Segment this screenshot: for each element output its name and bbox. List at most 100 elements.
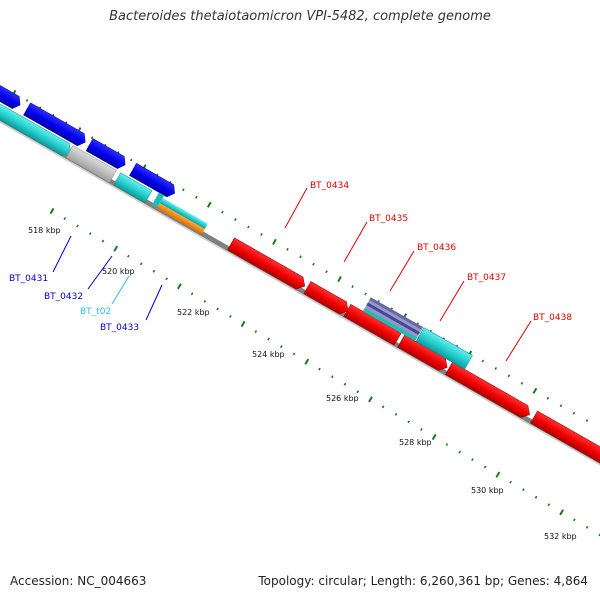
gene-feature[interactable]	[65, 145, 117, 183]
feature-track	[0, 78, 600, 468]
gene-label-bt0438[interactable]: BT_0438	[533, 313, 572, 323]
minor-tick	[260, 233, 263, 236]
minor-tick	[331, 375, 334, 379]
minor-tick	[195, 195, 198, 199]
tick-label: 522 kbp	[177, 308, 210, 317]
tick-labels: 518 kbp 520 kbp 522 kbp 524 kbp 526 kbp …	[28, 226, 577, 541]
minor-tick	[471, 458, 474, 461]
minor-tick	[88, 232, 92, 236]
minor-tick	[520, 381, 524, 385]
minor-tick	[229, 314, 232, 318]
gene-label-bt0431[interactable]: BT_0431	[9, 274, 48, 284]
gene-feature[interactable]	[113, 172, 153, 204]
minor-tick	[216, 307, 219, 311]
tick-label: 528 kbp	[399, 438, 432, 447]
major-tick	[304, 358, 310, 365]
minor-tick	[165, 277, 168, 281]
major-tick	[559, 509, 564, 516]
minor-tick	[445, 443, 449, 446]
major-tick	[113, 245, 119, 252]
minor-tick	[381, 405, 385, 409]
major-tick	[272, 238, 277, 245]
minor-tick	[190, 292, 194, 296]
gene-feature[interactable]	[0, 92, 74, 158]
minor-tick	[76, 224, 79, 228]
major-tick	[337, 276, 342, 283]
minor-tick	[559, 404, 563, 408]
minor-tick	[343, 382, 347, 386]
minor-tick	[254, 330, 258, 333]
gene-feature[interactable]	[0, 78, 24, 111]
minor-tick	[280, 345, 283, 348]
gene-feature[interactable]	[152, 192, 165, 208]
gene-label-bt0437[interactable]: BT_0437	[467, 273, 506, 283]
gene-feature[interactable]	[445, 361, 533, 420]
tick-label: 532 kbp	[544, 532, 577, 541]
gene-feature[interactable]	[343, 303, 402, 346]
minor-tick	[458, 450, 461, 454]
label-leaders	[52, 187, 532, 362]
minor-tick	[585, 525, 589, 529]
minor-tick	[364, 292, 367, 296]
minor-tick	[420, 427, 423, 431]
minor-tick	[407, 420, 410, 424]
minor-tick	[129, 158, 133, 162]
gene-label-btt02[interactable]: BT_t02	[80, 307, 111, 317]
minor-tick	[286, 247, 289, 251]
minor-tick	[267, 337, 270, 341]
minor-tick	[90, 136, 94, 140]
trna-feature[interactable]	[159, 198, 208, 230]
gene-feature[interactable]	[129, 163, 178, 199]
genome-summary-text: Topology: circular; Length: 6,260,361 bp…	[258, 574, 588, 588]
minor-tick	[63, 217, 67, 221]
gene-feature[interactable]	[415, 327, 473, 370]
major-tick	[532, 387, 538, 394]
minor-tick	[585, 419, 589, 422]
minor-tick	[139, 262, 143, 266]
minor-tick	[325, 270, 328, 274]
minor-tick	[547, 503, 551, 507]
gene-feature[interactable]	[303, 281, 352, 316]
gene-feature[interactable]	[530, 410, 600, 468]
minor-tick	[534, 495, 538, 499]
tick-label: 530 kbp	[471, 486, 504, 495]
minor-tick	[221, 210, 224, 214]
minor-tick	[507, 374, 511, 378]
gene-feature[interactable]	[23, 102, 89, 148]
minor-tick	[152, 269, 156, 273]
gene-label-bt0432[interactable]: BT_0432	[44, 292, 83, 302]
minor-tick	[522, 488, 525, 492]
major-tick	[240, 320, 246, 328]
major-tick	[177, 283, 182, 290]
inner-tick-ring	[49, 207, 600, 537]
minor-tick	[299, 255, 302, 259]
gene-labels: BT_0431 BT_0432 BT_t02 BT_0433 BT_0434 B…	[9, 181, 572, 333]
minor-tick	[572, 411, 576, 415]
minor-tick	[182, 188, 185, 192]
gene-feature[interactable]	[227, 237, 308, 292]
minor-tick	[318, 367, 321, 371]
minor-tick	[481, 359, 485, 363]
minor-tick	[292, 352, 296, 356]
gene-label-bt0434[interactable]: BT_0434	[310, 181, 349, 191]
gene-label-bt0436[interactable]: BT_0436	[417, 243, 456, 253]
minor-tick	[127, 254, 130, 258]
minor-tick	[234, 218, 237, 221]
minor-tick	[494, 367, 498, 370]
accession-text: Accession: NC_004663	[10, 574, 147, 588]
tick-label: 524 kbp	[252, 350, 285, 359]
major-tick	[495, 471, 501, 478]
minor-tick	[203, 299, 207, 303]
major-tick	[368, 396, 373, 403]
gene-label-bt0433[interactable]: BT_0433	[100, 323, 139, 333]
minor-tick	[312, 262, 315, 266]
outer-tick-ring	[11, 89, 589, 422]
map-title: Bacteroides thetaiotaomicron VPI-5482, c…	[109, 9, 491, 24]
rrna-feature[interactable]	[156, 203, 205, 235]
minor-tick	[101, 239, 105, 243]
tick-label: 526 kbp	[326, 394, 359, 403]
gene-label-bt0435[interactable]: BT_0435	[369, 214, 408, 224]
minor-tick	[247, 225, 250, 229]
minor-tick	[356, 390, 360, 394]
gene-feature[interactable]	[85, 138, 129, 171]
